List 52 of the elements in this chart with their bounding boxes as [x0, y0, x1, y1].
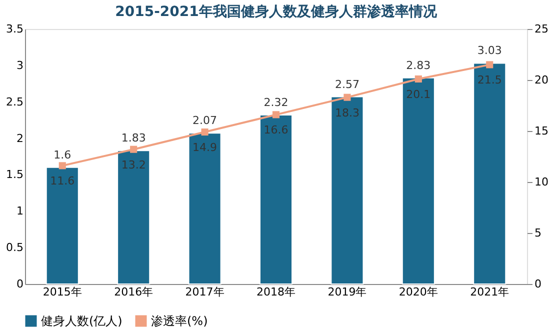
y2-tick-label: 25 [534, 22, 548, 36]
x-tick-label: 2021年 [470, 286, 510, 298]
legend-label: 渗透率(%) [151, 314, 208, 328]
x-tick-label: 2017年 [185, 286, 224, 298]
y2-tick-label: 10 [534, 176, 548, 188]
data-label: 1.6 [54, 148, 72, 162]
data-label: 16.6 [264, 124, 288, 137]
y2-tick-label: 20 [534, 74, 548, 86]
bar [46, 166, 79, 284]
bar [188, 132, 222, 284]
y-tick-label: 0 [16, 278, 24, 290]
data-label: 2.32 [264, 96, 288, 109]
point [344, 94, 351, 101]
y-tick-label: 0.5 [6, 241, 24, 254]
data-label: 2.57 [334, 78, 360, 91]
data-label: 1.83 [121, 132, 146, 145]
point [58, 162, 66, 170]
bar [330, 96, 364, 284]
point [414, 75, 422, 83]
x-tick-label: 2019年 [328, 286, 367, 298]
y2-tick-label: 15 [534, 124, 548, 138]
data-label: 18.3 [334, 106, 360, 120]
point [272, 111, 280, 118]
y-tick-label: 3.5 [6, 22, 24, 36]
x-tick-label: 2018年 [256, 286, 296, 298]
point [201, 128, 208, 136]
data-label: 20.1 [406, 88, 431, 101]
y-tick-label: 1 [16, 204, 24, 218]
y-tick-label: 3 [16, 58, 24, 72]
data-label: 2.07 [192, 114, 218, 128]
point [130, 146, 138, 153]
bar [402, 77, 435, 284]
data-label: 11.6 [50, 174, 75, 188]
x-tick-label: 2016年 [114, 286, 154, 298]
point [486, 61, 494, 68]
y2-tick-label: 5 [534, 226, 542, 240]
x-tick-label: 2015年 [42, 286, 82, 298]
bar [259, 114, 293, 284]
bar [117, 150, 150, 284]
y2-tick-label: 0 [534, 278, 542, 290]
data-label: 14.9 [192, 141, 218, 154]
legend-label: 健身人数(亿人) [41, 314, 122, 328]
bar [473, 62, 506, 284]
data-label: 13.2 [121, 158, 146, 172]
chart-title: 2015-2021年我国健身人数及健身人群渗透率情况 [115, 3, 438, 20]
data-label: 2.83 [406, 58, 431, 72]
y-tick-label: 2 [16, 132, 24, 145]
x-tick-label: 2020年 [398, 286, 438, 298]
y-tick-label: 1.5 [6, 168, 24, 182]
data-label: 21.5 [477, 74, 502, 87]
data-label: 3.03 [477, 44, 502, 58]
y-tick-label: 2.5 [6, 95, 24, 108]
